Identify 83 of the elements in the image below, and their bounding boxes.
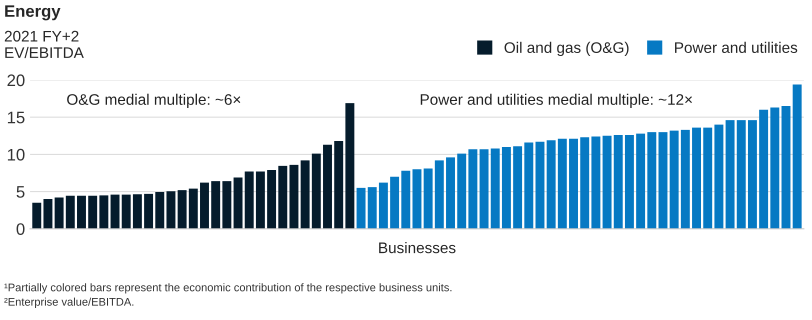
- bar: [401, 170, 410, 229]
- bar: [457, 154, 466, 229]
- bar: [602, 136, 612, 229]
- legend-label: Power and utilities: [675, 42, 798, 54]
- bar: [692, 128, 701, 229]
- bar: [748, 120, 757, 229]
- bar: [188, 188, 198, 229]
- bar: [524, 142, 534, 229]
- bar: [356, 188, 366, 229]
- bar: [166, 191, 176, 229]
- bar: [624, 135, 634, 229]
- bar: [412, 169, 422, 229]
- bar: [546, 140, 556, 229]
- bar: [658, 132, 668, 229]
- bar: [670, 130, 679, 229]
- bar: [278, 166, 288, 229]
- bar: [647, 132, 656, 229]
- bar: [703, 128, 712, 229]
- legend-label: Oil and gas (O&G): [504, 42, 629, 56]
- text: ¹Partially colored bars represent the economic contribution of the respective business units.: [4, 283, 452, 294]
- bar: [334, 141, 344, 229]
- bar: [446, 157, 455, 229]
- bar: [66, 196, 75, 229]
- bar: [323, 144, 332, 229]
- y-tick-label: 20: [7, 74, 25, 86]
- bar: [244, 172, 254, 229]
- bar: [580, 137, 590, 229]
- chart-title: Energy: [5, 5, 60, 20]
- bar: [122, 194, 131, 229]
- bar: [110, 194, 120, 229]
- bar: [759, 110, 768, 229]
- y-tick-label: 10: [8, 148, 25, 161]
- bar: [714, 124, 724, 229]
- bar: [502, 146, 511, 229]
- y-axis-title: 2021 FY+2 EV/EBITDA: [4, 30, 84, 58]
- bar: [256, 172, 265, 229]
- bar: [792, 84, 802, 229]
- bar: [782, 106, 790, 229]
- y-tick-label: 15: [8, 112, 24, 124]
- bar: [289, 164, 298, 229]
- bar: [267, 170, 276, 229]
- bar: [312, 154, 321, 229]
- bar: [155, 192, 164, 229]
- bar: [424, 168, 433, 229]
- bar: [234, 177, 243, 229]
- bar: [32, 202, 42, 229]
- bar: [770, 108, 780, 229]
- bar: [211, 181, 220, 229]
- bar: [513, 146, 522, 229]
- y-tick-label: 5: [16, 186, 24, 198]
- text: ²Enterprise value/EBITDA.: [4, 298, 134, 308]
- bar: [222, 181, 232, 229]
- bar: [680, 130, 690, 229]
- annotation: O&G medial multiple: ~6×: [67, 94, 240, 108]
- bar: [43, 199, 52, 229]
- bar: [726, 120, 735, 229]
- bar: [569, 138, 578, 229]
- bar: [378, 182, 388, 229]
- bar: [77, 196, 86, 229]
- bar: [200, 182, 209, 229]
- bar: [300, 160, 310, 229]
- bar: [636, 134, 646, 229]
- bar: [490, 148, 500, 229]
- bar: [468, 149, 478, 229]
- bar: [368, 187, 377, 229]
- bar: [390, 176, 400, 229]
- y-tick-label: 0: [16, 223, 25, 236]
- annotation: Power and utilities medial multiple: ~12×: [420, 94, 692, 108]
- bar: [345, 103, 354, 229]
- bar: [434, 160, 444, 229]
- bar: [591, 136, 600, 229]
- bar: [558, 138, 567, 229]
- bar: [536, 142, 544, 229]
- bar: [144, 194, 154, 229]
- bar: [178, 190, 187, 229]
- bar: [132, 194, 142, 229]
- bar: [480, 149, 489, 229]
- bar: [54, 198, 64, 229]
- bar: [88, 196, 98, 229]
- bar: [99, 195, 108, 229]
- x-axis-title: Businesses: [379, 242, 456, 254]
- bar: [614, 135, 623, 229]
- bar: [736, 120, 746, 229]
